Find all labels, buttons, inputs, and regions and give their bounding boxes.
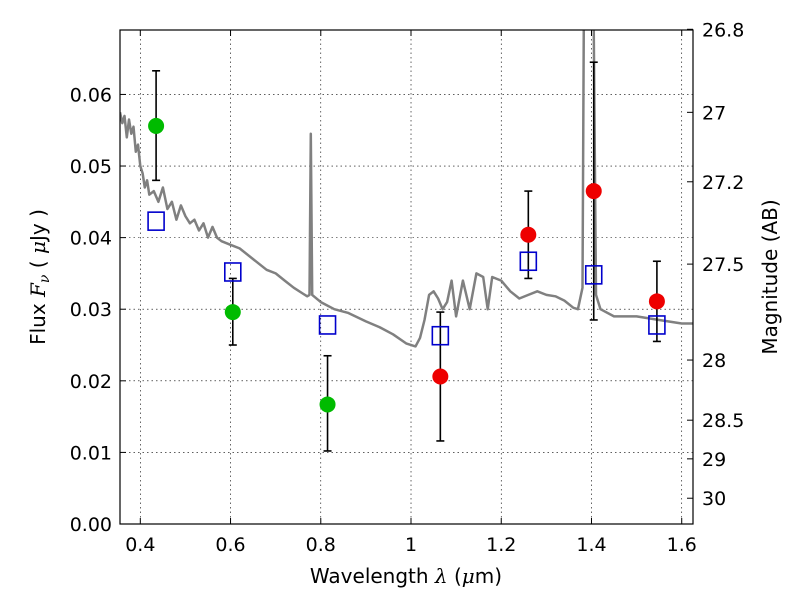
model-flux-square	[223, 262, 242, 282]
model-flux-square	[431, 325, 450, 346]
model-flux-square	[147, 211, 165, 231]
nir-flux-point	[585, 183, 602, 200]
x-tick-label: 0.8	[306, 534, 336, 556]
y2-tick-label: 28	[702, 350, 726, 372]
y-tick-label: 0.06	[70, 84, 112, 106]
x-tick-label: 1	[405, 534, 417, 556]
nir-flux-point	[432, 368, 449, 385]
marker-layer	[147, 117, 666, 413]
x-tick-label: 0.4	[125, 534, 155, 556]
y-tick-label: 0.01	[70, 442, 112, 464]
y-tick-label: 0.03	[70, 299, 112, 321]
y2-tick-label: 30	[702, 488, 726, 510]
nir-flux-point	[648, 293, 665, 310]
model-flux-square	[584, 265, 603, 285]
model-flux-square	[648, 315, 666, 335]
x-tick-label: 1.6	[667, 534, 697, 556]
y-axis-title: Flux Fν ( μJy )	[26, 209, 53, 345]
y2-axis-title: Magnitude (AB)	[758, 199, 782, 354]
x-axis-title: Wavelength λ (μm)	[310, 564, 502, 588]
x-tick-label: 0.6	[215, 534, 245, 556]
y2-tick-label: 27.2	[702, 172, 744, 194]
x-tick-label: 1.2	[486, 534, 516, 556]
y-tick-label: 0.00	[70, 514, 112, 536]
y-tick-label: 0.05	[70, 156, 112, 178]
x-tick-label: 1.4	[576, 534, 606, 556]
sed-model-line	[120, 30, 693, 348]
y2-tick-label: 27	[702, 102, 726, 124]
model-flux-square	[519, 251, 538, 272]
y2-tick-label: 28.5	[702, 410, 744, 432]
optical-flux-point	[148, 117, 165, 134]
y2-tick-label: 26.8	[702, 19, 744, 41]
sed-model-layer	[120, 30, 693, 348]
y2-tick-label: 29	[702, 449, 726, 471]
optical-flux-point	[319, 396, 336, 413]
model-flux-square	[318, 315, 337, 335]
y-tick-label: 0.02	[70, 371, 112, 393]
plot-area	[120, 30, 693, 524]
optical-flux-point	[224, 304, 241, 321]
nir-flux-point	[520, 226, 537, 243]
plot-frame	[119, 29, 694, 525]
y2-tick-label: 27.5	[702, 254, 744, 276]
tick-layer: 0.4 0.6 0.8 1 1.2 1.4 1.6 0.00 0.01 0.02 0.03 0.04 0…	[70, 19, 745, 556]
y-tick-label: 0.04	[70, 228, 112, 250]
